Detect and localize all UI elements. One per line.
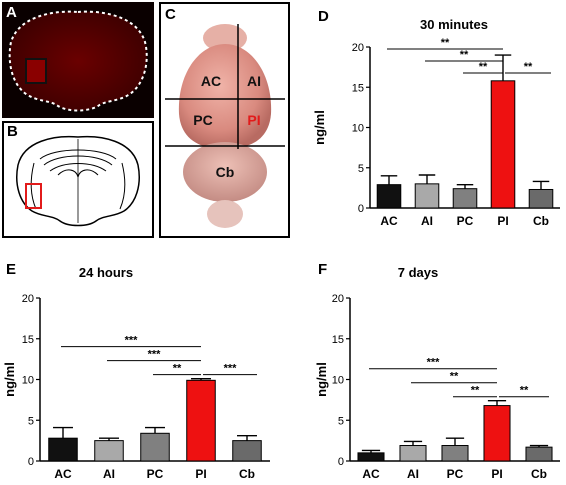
panel-c-label: C bbox=[165, 6, 176, 23]
chart-0-bar-cb bbox=[528, 188, 554, 209]
chart-2-ytick-label: 5 bbox=[338, 415, 344, 427]
chart-2-ytick-label: 20 bbox=[332, 293, 344, 305]
chart-1-sig-label: *** bbox=[125, 335, 139, 347]
chart-1-bar-cb bbox=[232, 440, 262, 462]
chart-0-ytick-label: 0 bbox=[358, 203, 364, 215]
chart-1-title: 24 hours bbox=[79, 265, 133, 280]
chart-0-ytick-label: 5 bbox=[358, 163, 364, 175]
chart-2-sig-label: ** bbox=[450, 371, 459, 383]
region-label-ai: AI bbox=[247, 73, 261, 89]
chart-1-bar-ac bbox=[48, 437, 78, 462]
chart-0-sig-label: ** bbox=[460, 49, 469, 61]
chart-1-sig-label: *** bbox=[224, 363, 238, 375]
brain-section-fluorescence bbox=[8, 10, 148, 112]
chart-1-ytick-label: 10 bbox=[22, 375, 34, 387]
chart-1-xtick-label: PC bbox=[147, 467, 164, 480]
chart-0-bar-pi bbox=[490, 80, 516, 209]
chart-2-sig-label: ** bbox=[520, 385, 529, 397]
chart-0-ytick-label: 10 bbox=[352, 123, 364, 135]
chart-30-minutes: 30 minutes ng/ml 0 5 10 15 20 AC AI PC PI Cb ** ** ** *… bbox=[312, 17, 560, 228]
chart-2-bar-pc bbox=[441, 445, 469, 462]
chart-0-ytick-label: 15 bbox=[352, 82, 364, 94]
chart-2-bar-pi bbox=[483, 405, 511, 462]
chart-0-ylabel: ng/ml bbox=[312, 110, 327, 145]
panel-e-label: E bbox=[6, 261, 17, 278]
chart-2-ytick-label: 0 bbox=[338, 456, 344, 468]
chart-2-bar-ac bbox=[357, 452, 385, 462]
chart-2-ytick-label: 15 bbox=[332, 334, 344, 346]
chart-2-ylabel: ng/ml bbox=[314, 362, 329, 397]
chart-0-bar-ac bbox=[376, 184, 402, 209]
chart-0-bar-pc bbox=[452, 188, 478, 209]
chart-0-sig-label: ** bbox=[479, 61, 488, 73]
chart-1-xtick-label: AI bbox=[103, 467, 115, 480]
brain-dissection-photo: AC AI PC PI Cb bbox=[165, 24, 285, 228]
panel-b-label: B bbox=[7, 123, 18, 140]
chart-2-bar-ai bbox=[399, 445, 427, 462]
chart-1-sig-label: ** bbox=[173, 363, 182, 375]
chart-1-xtick-label: Cb bbox=[239, 467, 255, 480]
panel-e: E 24 hours ng/ml 0 5 10 15 20 AC AI PC PI Cb *** *** *… bbox=[0, 245, 283, 481]
chart-0-title: 30 minutes bbox=[420, 17, 488, 32]
brain-atlas-schematic bbox=[16, 135, 140, 227]
panel-c: AC AI PC PI Cb C bbox=[159, 2, 290, 238]
panel-d-label: D bbox=[318, 8, 329, 25]
chart-2-xtick-label: Cb bbox=[531, 467, 547, 480]
region-label-pc: PC bbox=[193, 112, 212, 128]
chart-1-ytick-label: 20 bbox=[22, 293, 34, 305]
chart-1-ylabel: ng/ml bbox=[2, 362, 17, 397]
chart-0-xtick-label: PC bbox=[457, 214, 474, 228]
chart-0-xtick-label: PI bbox=[497, 214, 508, 228]
chart-1-xtick-label: AC bbox=[54, 467, 72, 480]
chart-1-sig-label: *** bbox=[148, 349, 162, 361]
chart-0-sig-label: ** bbox=[524, 61, 533, 73]
chart-2-ytick-label: 10 bbox=[332, 375, 344, 387]
chart-2-xtick-label: PC bbox=[447, 467, 464, 480]
chart-1-xtick-label: PI bbox=[195, 467, 206, 480]
chart-1-bar-pc bbox=[140, 432, 170, 462]
chart-2-sig-label: *** bbox=[427, 357, 441, 369]
chart-2-bar-cb bbox=[525, 446, 553, 462]
region-label-cb: Cb bbox=[216, 164, 235, 180]
panel-f-label: F bbox=[318, 261, 328, 278]
chart-0-xtick-label: AI bbox=[421, 214, 433, 228]
chart-0-sig-label: ** bbox=[441, 37, 450, 49]
chart-1-ytick-label: 15 bbox=[22, 334, 34, 346]
chart-0-xtick-label: Cb bbox=[533, 214, 549, 228]
chart-1-bar-pi bbox=[186, 379, 216, 462]
chart-2-sig-label: ** bbox=[471, 385, 480, 397]
chart-1-ytick-label: 0 bbox=[28, 456, 34, 468]
chart-0-bar-ai bbox=[414, 183, 440, 209]
region-label-pi: PI bbox=[247, 112, 260, 128]
chart-2-title: 7 days bbox=[398, 265, 438, 280]
chart-0-xtick-label: AC bbox=[380, 214, 398, 228]
chart-2-xtick-label: AC bbox=[362, 467, 380, 480]
chart-0-ytick-label: 20 bbox=[352, 42, 364, 54]
chart-1-bar-ai bbox=[94, 440, 124, 462]
panel-b: B bbox=[2, 121, 154, 238]
panel-d: D 30 minutes ng/ml 0 5 10 15 20 AC AI PC PI Cb ** ** *… bbox=[296, 0, 566, 240]
chart-1-ytick-label: 5 bbox=[28, 415, 34, 427]
panel-a: A bbox=[2, 2, 154, 118]
chart-2-xtick-label: AI bbox=[407, 467, 419, 480]
panel-f: F 7 days ng/ml 0 5 10 15 20 AC AI PC PI Cb *** ** ** ** bbox=[283, 245, 566, 481]
panel-a-label: A bbox=[6, 4, 17, 21]
region-label-ac: AC bbox=[201, 73, 221, 89]
chart-2-xtick-label: PI bbox=[491, 467, 502, 480]
